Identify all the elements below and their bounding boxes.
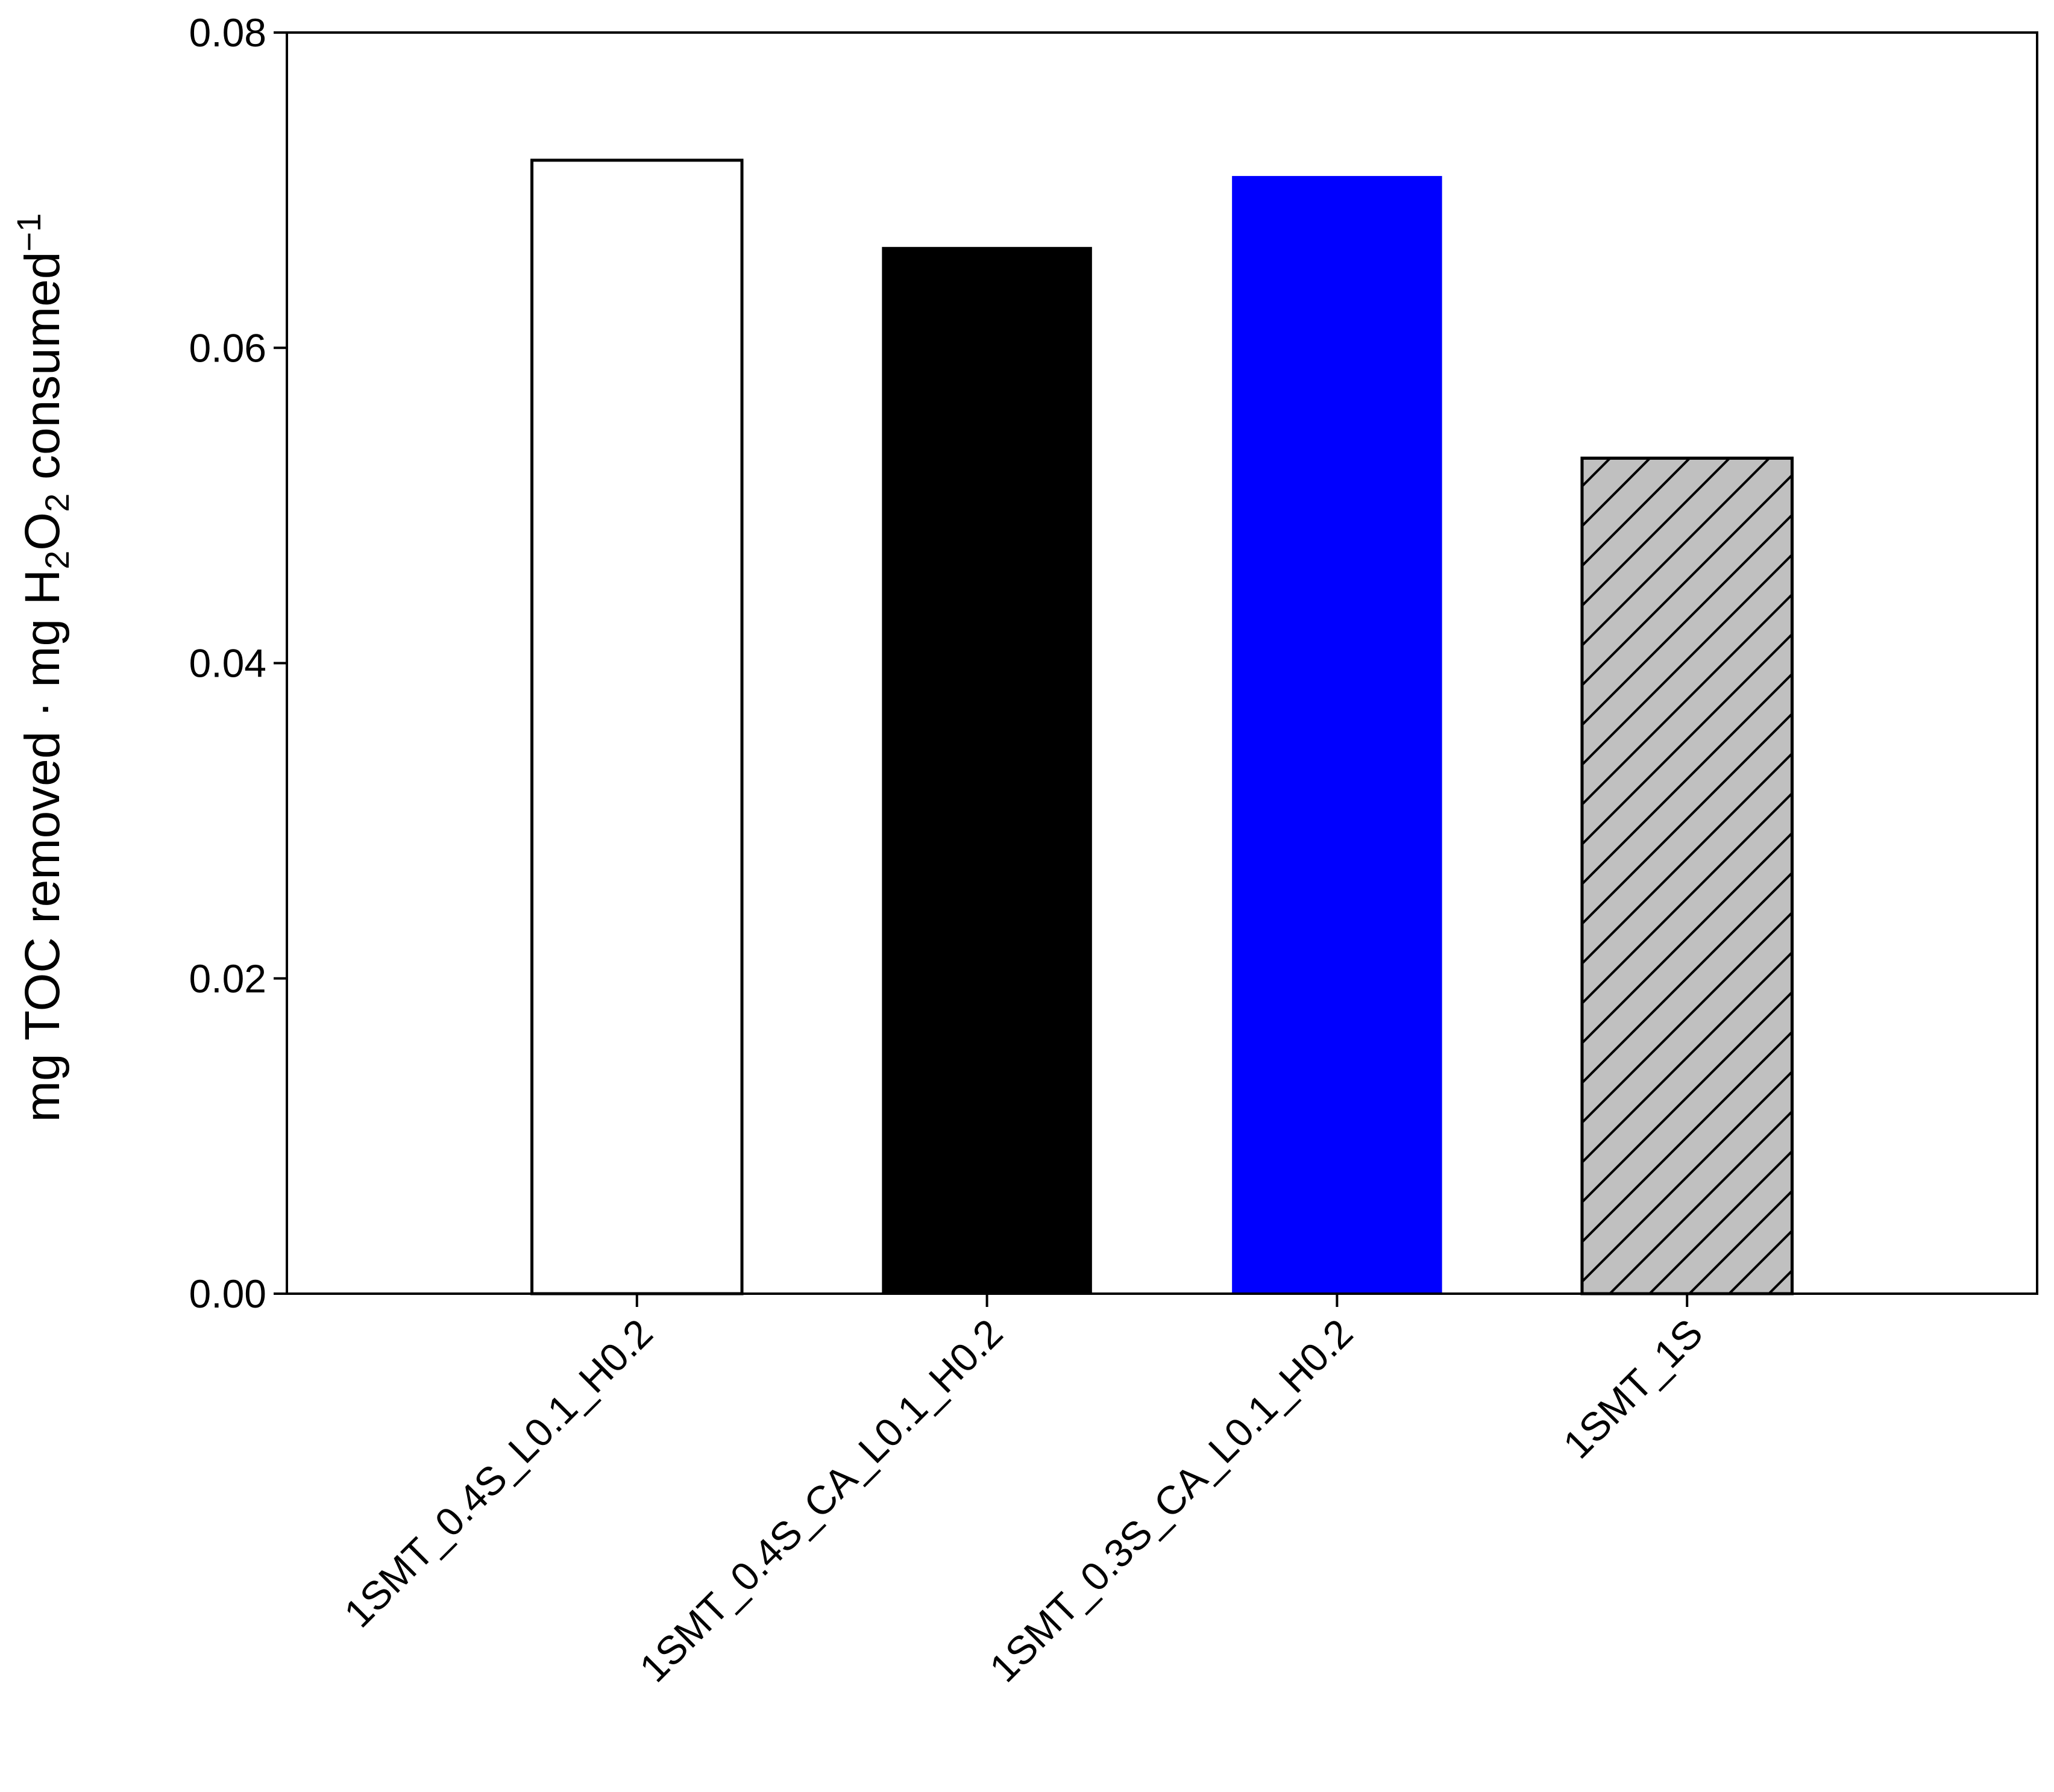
y-tick-label: 0.00 [189,1271,266,1316]
x-tick-label: 1SMT_0.3S_CA_L0.1_H0.2 [981,1311,1361,1691]
y-tick-label: 0.04 [189,641,266,686]
x-tick-label: 1SMT_1S [1554,1311,1711,1467]
bar-hatch [1580,456,1794,1295]
bar [530,158,744,1295]
bar [1232,176,1442,1294]
y-axis-label-part: mg TOC removed · mg H [15,569,70,1122]
y-tick-label: 0.08 [189,10,266,55]
plot-frame [286,31,2038,1295]
y-axis-label-part: −1 [10,213,48,252]
y-tick-label: 0.06 [189,325,266,370]
y-axis-label-part: 2 [38,551,76,569]
y-axis-label-part: O [15,512,70,551]
y-axis-label: mg TOC removed · mg H2O2 consumed−1 [10,213,75,1123]
y-axis-label-part: 2 [38,493,76,512]
x-tick-label: 1SMT_0.4S_CA_L0.1_H0.2 [631,1311,1011,1691]
y-tick-label: 0.02 [189,956,266,1001]
y-axis-label-part: consumed [15,252,70,493]
bar [882,246,1092,1294]
x-tick-label: 1SMT_0.4S_L0.1_H0.2 [336,1311,661,1636]
